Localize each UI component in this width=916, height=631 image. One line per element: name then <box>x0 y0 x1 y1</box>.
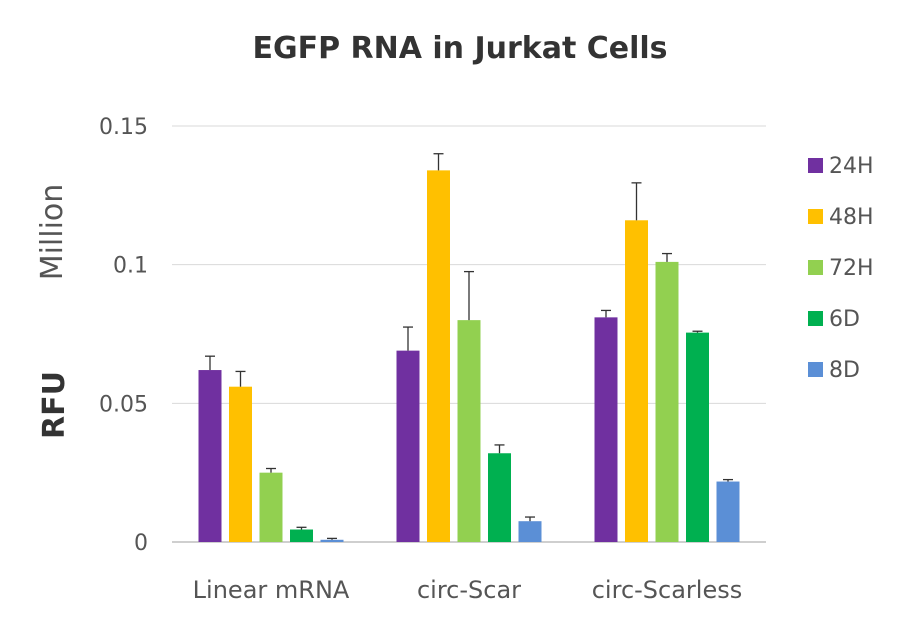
category-label: Linear mRNA <box>193 576 350 604</box>
x-axis-categories: Linear mRNA circ-Scar circ-Scarless <box>193 576 743 604</box>
bar <box>396 350 420 542</box>
legend-item: 8D <box>808 358 860 383</box>
bar-series <box>198 153 740 542</box>
bar <box>488 453 511 542</box>
y-axis-label: Million RFU <box>35 184 72 439</box>
bar <box>320 539 344 542</box>
legend-label: 8D <box>829 358 860 383</box>
legend-item: 6D <box>808 307 860 332</box>
legend-item: 24H <box>808 154 874 179</box>
bar <box>457 320 481 542</box>
legend-item: 72H <box>808 256 874 281</box>
bar <box>427 170 450 542</box>
y-tick-label: 0.05 <box>99 392 148 417</box>
y-tick-label: 0 <box>134 531 148 556</box>
bar <box>518 521 542 542</box>
bar <box>198 370 222 542</box>
y-tick-label: 0.15 <box>99 115 148 140</box>
legend-label: 72H <box>829 256 874 281</box>
y-axis-ticks: 0 0.05 0.1 0.15 <box>99 115 148 556</box>
category-label: circ-Scar <box>417 576 521 604</box>
legend: 24H 48H 72H 6D 8D <box>808 154 874 383</box>
series-48H <box>229 153 648 542</box>
series-8D <box>320 478 740 542</box>
bar <box>259 472 283 542</box>
bar <box>290 529 313 542</box>
legend-label: 48H <box>829 205 874 230</box>
bar <box>716 481 740 542</box>
chart-title: EGFP RNA in Jurkat Cells <box>252 31 667 66</box>
bar <box>625 220 648 542</box>
series-24H <box>198 309 618 542</box>
legend-label: 24H <box>829 154 874 179</box>
legend-swatch <box>808 311 823 326</box>
y-axis-title: RFU <box>37 371 72 439</box>
y-tick-label: 0.1 <box>113 254 148 279</box>
bar <box>594 317 618 542</box>
bar <box>686 332 709 542</box>
legend-item: 48H <box>808 205 874 230</box>
bar <box>229 386 252 542</box>
legend-swatch <box>808 260 823 275</box>
y-axis-unit-label: Million <box>35 184 70 281</box>
legend-swatch <box>808 158 823 173</box>
legend-label: 6D <box>829 307 860 332</box>
series-72H <box>259 252 679 542</box>
bar <box>655 261 679 542</box>
legend-swatch <box>808 209 823 224</box>
legend-swatch <box>808 362 823 377</box>
category-label: circ-Scarless <box>592 576 743 604</box>
series-6D <box>290 330 709 542</box>
